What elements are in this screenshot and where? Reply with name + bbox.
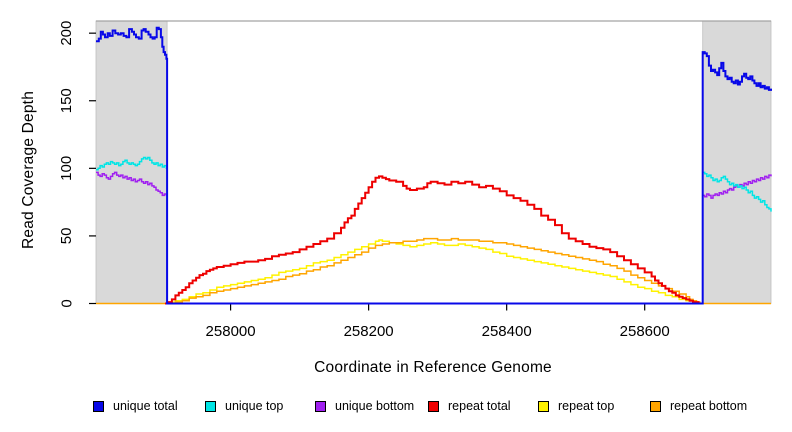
y-tick-label: 50 — [58, 228, 75, 245]
y-tick-label: 150 — [58, 88, 75, 113]
y-tick-label: 100 — [58, 156, 75, 181]
legend-item-repeat-bottom: repeat bottom — [650, 399, 747, 413]
x-tick-label: 258400 — [482, 323, 532, 340]
x-tick-label: 258200 — [344, 323, 394, 340]
legend-label: unique top — [225, 399, 284, 413]
legend-label: repeat top — [558, 399, 615, 413]
y-tick-label: 200 — [58, 21, 75, 46]
x-tick-label: 258600 — [620, 323, 670, 340]
repeat-bottom-swatch-icon — [650, 400, 661, 412]
shaded-region — [702, 20, 772, 304]
repeat-top-swatch-icon — [538, 400, 549, 412]
series-line-unique-top — [96, 156, 772, 305]
legend-item-unique-bottom: unique bottom — [315, 399, 414, 413]
x-tick-label: 258000 — [206, 323, 256, 340]
legend-item-unique-top: unique top — [205, 399, 283, 413]
legend: unique total unique top unique bottom re… — [0, 399, 792, 415]
x-axis-label: Coordinate in Reference Genome — [314, 359, 552, 376]
unique-top-swatch-icon — [205, 400, 216, 412]
unique-total-swatch-icon — [93, 400, 104, 412]
y-axis-label: Read Coverage Depth — [20, 90, 37, 250]
legend-label: repeat bottom — [670, 399, 748, 413]
legend-item-repeat-top: repeat top — [538, 399, 614, 413]
series-line-repeat-bottom — [96, 237, 771, 305]
legend-item-unique-total: unique total — [93, 399, 178, 413]
repeat-total-swatch-icon — [428, 400, 439, 412]
unique-bottom-swatch-icon — [315, 400, 326, 412]
legend-label: repeat total — [448, 399, 511, 413]
y-tick-label: 0 — [58, 299, 75, 307]
series-line-repeat-total — [165, 175, 700, 305]
series-line-repeat-top — [167, 239, 700, 305]
series-line-unique-total — [96, 26, 772, 305]
legend-label: unique total — [113, 399, 178, 413]
legend-label: unique bottom — [335, 399, 415, 413]
legend-item-repeat-total: repeat total — [428, 399, 511, 413]
